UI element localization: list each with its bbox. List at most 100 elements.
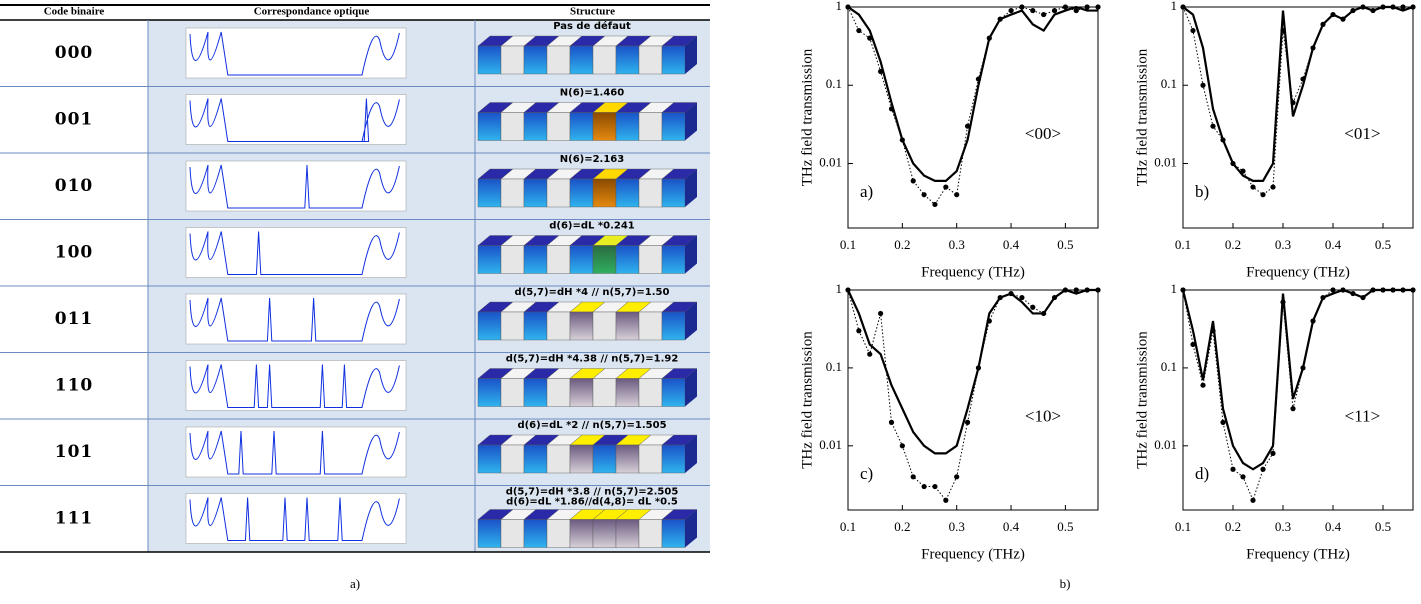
data-point — [932, 201, 938, 208]
layer-front — [477, 245, 502, 274]
data-point — [845, 4, 851, 10]
x-tick-label: 0.3 — [1275, 519, 1291, 534]
data-point — [845, 287, 851, 293]
binary-code: 010 — [55, 176, 94, 196]
data-point — [1230, 466, 1236, 472]
data-point — [1380, 287, 1386, 293]
data-point — [899, 137, 905, 143]
spectrum-curve — [189, 364, 400, 408]
series-line — [847, 288, 1098, 455]
data-point — [888, 106, 895, 112]
layer-front — [546, 178, 571, 208]
y-tick-label: 0.01 — [819, 437, 842, 452]
data-point — [1008, 290, 1014, 297]
layer-front — [592, 444, 617, 474]
layer-front — [592, 519, 617, 548]
data-point — [1410, 4, 1416, 10]
data-point — [878, 68, 884, 75]
data-point — [1008, 7, 1014, 14]
layer-front — [638, 444, 663, 474]
panel-label: c) — [860, 464, 873, 483]
data-point — [1250, 497, 1256, 503]
layer-side — [685, 36, 697, 74]
data-point — [1330, 287, 1336, 293]
data-point — [1200, 82, 1206, 88]
data-point — [1200, 382, 1206, 388]
data-point — [1250, 184, 1256, 190]
data-point — [1310, 45, 1316, 51]
x-axis-label: Frequency (THz) — [1246, 264, 1350, 280]
data-point — [1180, 4, 1186, 10]
data-point — [975, 76, 982, 82]
series-line — [847, 5, 1098, 182]
layer-front — [523, 245, 548, 274]
data-point — [1380, 4, 1386, 10]
layer-front — [615, 45, 640, 75]
annotation: <10> — [1025, 407, 1061, 426]
caption: a) — [350, 576, 360, 591]
data-point — [1084, 4, 1090, 10]
layer-front — [500, 245, 525, 274]
x-tick-label: 0.4 — [1003, 237, 1020, 252]
x-tick-label: 0.2 — [1225, 237, 1241, 252]
x-tick-label: 0.1 — [1175, 237, 1191, 252]
data-point — [1350, 290, 1356, 297]
data-point — [1073, 7, 1079, 14]
data-point — [921, 483, 927, 490]
spectrum-curve — [189, 297, 400, 342]
column-header: Structure — [570, 6, 615, 18]
layer-front — [523, 378, 548, 407]
data-point — [1240, 474, 1246, 480]
data-point — [1095, 4, 1101, 10]
plot-frame — [1182, 289, 1414, 511]
data-point — [1410, 287, 1416, 293]
x-axis-label: Frequency (THz) — [921, 546, 1025, 562]
layer-front — [615, 178, 640, 208]
panel-label: d) — [1195, 464, 1209, 483]
data-point — [1041, 310, 1047, 317]
layer-front — [615, 444, 640, 474]
layer-front — [569, 45, 594, 75]
spectrum-curve — [189, 231, 400, 275]
data-point — [1300, 76, 1306, 82]
layer-front — [592, 178, 617, 208]
data-point — [1095, 287, 1101, 293]
data-point — [1190, 27, 1196, 34]
layer-front — [661, 519, 686, 548]
structure-label: N(6)=1.460 — [560, 88, 625, 99]
layer-front — [569, 519, 594, 548]
data-point — [1041, 11, 1047, 18]
plot-frame — [1182, 6, 1414, 229]
data-point — [1210, 328, 1216, 334]
data-point — [910, 474, 916, 480]
data-point — [1320, 294, 1326, 301]
layer-front — [569, 311, 594, 341]
x-tick-label: 0.5 — [1057, 519, 1073, 534]
layer-front — [477, 45, 502, 75]
data-point — [1290, 406, 1296, 412]
data-point — [1320, 21, 1326, 27]
column-header: Correspondance optique — [254, 6, 370, 18]
layer-front — [615, 519, 640, 548]
spectrum-box — [185, 94, 407, 145]
x-axis-label: Frequency (THz) — [921, 264, 1025, 280]
layer-front — [546, 311, 571, 341]
data-point — [1350, 7, 1356, 14]
layer-front — [592, 45, 617, 75]
data-point — [1073, 287, 1079, 293]
y-tick-label: 0.1 — [1161, 359, 1177, 374]
data-point — [986, 318, 992, 324]
y-tick-label: 0.01 — [819, 155, 842, 170]
layer-front — [477, 112, 502, 141]
layer-front — [546, 112, 571, 141]
data-point — [997, 294, 1003, 301]
panel-label: a) — [860, 182, 873, 201]
layer-front — [661, 112, 686, 141]
plot-frame — [847, 6, 1099, 229]
y-axis-label: THz field transmission — [799, 48, 815, 186]
data-point — [1270, 450, 1276, 456]
spectrum-curve — [189, 497, 400, 541]
layer-front — [569, 112, 594, 141]
layer-front — [500, 519, 525, 548]
spectrum-box — [185, 493, 407, 544]
